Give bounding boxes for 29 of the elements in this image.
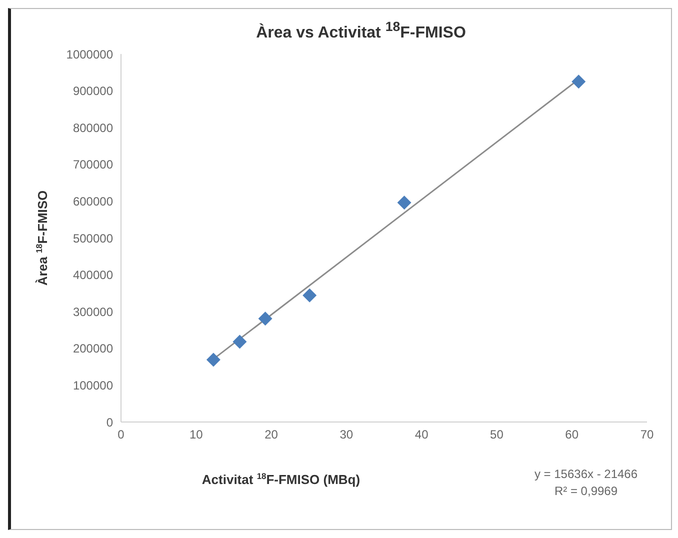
y-tick-label: 0	[106, 416, 114, 430]
text: R² = 0,9969	[554, 484, 618, 498]
point	[572, 74, 586, 89]
chart-title: Àrea vs Activitat $^{18}$F-FMISO	[255, 19, 467, 42]
y-tick-label: 800000	[72, 121, 114, 136]
y-tick-label: 400000	[72, 268, 114, 282]
y-tick-label: 900000	[72, 84, 114, 98]
text: y = 15636x - 21466	[534, 467, 638, 482]
y-tick-label: 500000	[72, 232, 114, 246]
point	[397, 196, 412, 210]
point	[258, 312, 272, 326]
x-tick-label: 10	[189, 428, 204, 442]
x-tick-label: 60	[565, 428, 579, 442]
y-tick-label: 100000	[72, 378, 114, 393]
x-tick-label: 70	[640, 428, 654, 442]
point	[302, 288, 317, 303]
x-tick-label: 40	[414, 428, 429, 442]
x-tick-label: 30	[340, 428, 354, 442]
x-tick-label: 0	[118, 428, 125, 442]
y-tick-label: 300000	[72, 305, 114, 320]
y-tick-label: 1000000	[66, 48, 114, 62]
y-tick-label: 600000	[72, 194, 114, 209]
point	[232, 335, 247, 350]
x-tick-label: 20	[264, 428, 278, 442]
x-tick-label: 50	[490, 428, 504, 442]
y-tick-label: 200000	[72, 342, 114, 356]
y-tick-label: 700000	[72, 158, 114, 172]
x-axis-title: Activitat $^{18}$F-FMISO (MBq)	[202, 471, 360, 488]
point	[206, 353, 220, 368]
